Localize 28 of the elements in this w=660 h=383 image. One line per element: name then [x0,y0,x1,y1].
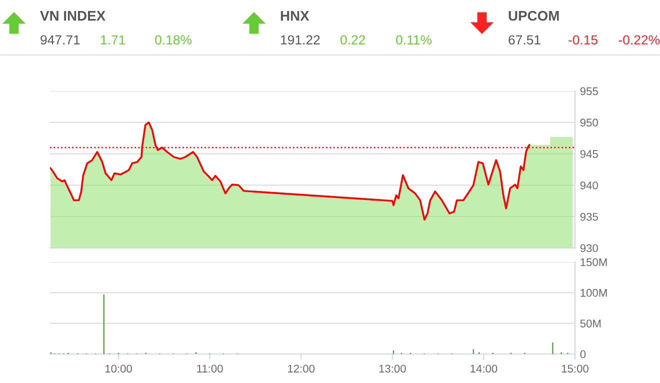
x-tick-label: 11:00 [197,364,223,373]
category-label: HNX [280,11,310,21]
x-tick-label: 12:00 [288,364,315,373]
y-tick-label: 100M [580,288,607,297]
y-tick-label: 0 [580,350,586,358]
category-label: VN INDEX [40,11,106,21]
data-label: -0.15 [568,35,598,45]
category-label: UPCOM [508,10,559,21]
data-label: 0.22 [340,35,366,45]
text: 0.18% [155,35,192,45]
text: 947.71 [40,35,80,45]
text: -0.22% [618,35,660,45]
y-tick-label: 930 [580,244,598,252]
y-tick-label: 50M [580,320,601,328]
x-tick-label: 15:00 [562,364,588,373]
x-tick-label: 10:00 [105,364,132,373]
y-tick-label: 955 [580,87,598,96]
text: 191.22 [281,35,320,45]
text: 67.51 [508,35,540,45]
x-tick-label: 14:00 [470,364,498,373]
y-tick-label: 940 [580,181,598,190]
data-label: 1.71 [101,35,126,44]
y-tick-label: 150M [580,258,607,266]
y-tick-label: 935 [580,212,598,221]
text: 0.11% [396,35,432,45]
y-tick-label: 945 [580,150,598,158]
x-tick-label: 13:00 [379,364,406,373]
y-tick-label: 950 [580,118,598,127]
